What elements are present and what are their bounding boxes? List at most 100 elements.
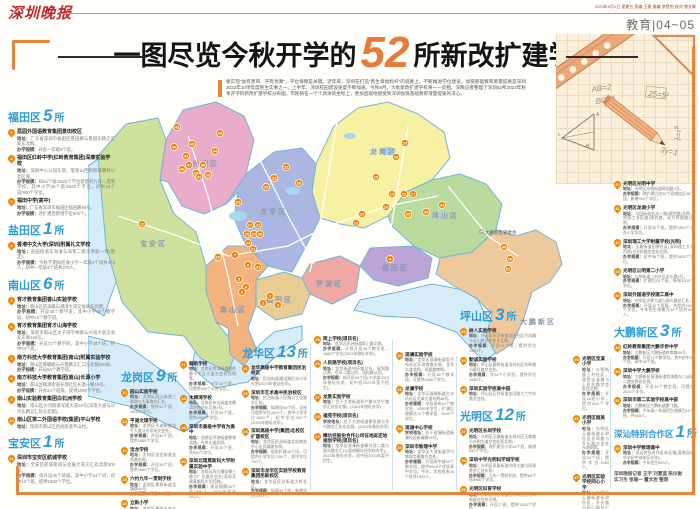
school-name: 宝龙学校 (130, 447, 149, 453)
detail-label: 地址： (623, 373, 635, 379)
newspaper-logo: 深圳晚报 (8, 5, 73, 22)
masthead-rule (60, 13, 700, 14)
school-detail-line: 地址：龙华区大浪街道华兴路和华雅路交会处。 (405, 449, 455, 460)
school-entry: 17 翰新学校 地址：龙岗区南湾街道翰岭路与平吉大道交会处西侧等。 办学规模：小学18… (178, 359, 236, 392)
school-name: 光明区雨美小学 (582, 414, 605, 426)
svg-text:1: 1 (269, 294, 272, 299)
map-pin: 34 (438, 201, 446, 209)
shenzhen-map: 宝安区光明区龙华区龙岗区坪山区盐田区罗湖区福田区南山区大鹏新区大鹏新区管委会 1… (88, 101, 563, 433)
detail-label: 地址： (323, 341, 335, 347)
section-header-text: 福田区 (8, 112, 41, 124)
detail-label: 办学规模： (251, 404, 271, 410)
svg-text:33: 33 (236, 200, 241, 205)
svg-text:19: 19 (403, 141, 408, 146)
svg-text:29: 29 (264, 185, 269, 190)
district-shape-罗湖区 (301, 255, 361, 305)
school-entry: 23 深圳高级中学(集团)北校区扩建校区 地址：龙华区民治街道北站商务中心区民塘路东… (240, 427, 307, 464)
detail-label: 地址： (623, 210, 636, 216)
school-entry: 43 光明区公明第二小学 地址：公明街道上村社区东长路2号。 办学规模：扩建后24个班… (612, 266, 695, 289)
school-detail-line: 地址：民治街道建设路民治小学东侧(2023年借址办学)。 (251, 375, 308, 386)
map-pin: 3 (274, 301, 282, 309)
detail-label: 地址： (469, 391, 481, 397)
svg-text:21: 21 (251, 247, 256, 252)
school-entry: 24 深圳市龙华区实验学校教育集团民新校区 地址：龙华区民治街道大岭社区。 办学规模：… (240, 466, 307, 499)
map-pin: 15 (372, 173, 380, 181)
school-detail-line: 地址：南山区桃源街道长源社区长源一路16号。 (17, 382, 108, 388)
svg-text:34: 34 (440, 203, 445, 208)
detail-label: 办学规模： (469, 472, 489, 478)
section-header-坪山区: 坪山区 3 所 (460, 305, 536, 325)
list-column: 45 光明区宝溪小学 地址：公明街道上村社区，规划宝溪路与上村东路交会处西北侧。 办学… (571, 354, 609, 509)
map-pin: 1 (266, 292, 274, 300)
school-name: 育才教育集团香山实验学校 (17, 296, 78, 303)
section-header-text: 所 (297, 349, 308, 360)
school-name: 深圳市艺术高中民治校区 (251, 389, 302, 395)
svg-text:35: 35 (406, 212, 411, 217)
school-entry: 14 宝龙学校 地址：龙岗区宝龙街道宝荷路东侧。 办学规模：开设36个班，提供1680… (119, 445, 177, 473)
school-name: 深圳北理莫斯科大学附属实验中学 (189, 458, 235, 469)
school-name: 观澜实验学校 (405, 352, 433, 357)
credits-line: 实习生 张瑜一 董文岩 整理 (614, 476, 669, 482)
school-detail-line: 办学规模：开设10个班，共500个学位。 (189, 444, 237, 455)
road-line (257, 155, 315, 265)
school-detail-line: 地址：龙岗区宝龙街道宝荷路东侧。 (130, 452, 177, 463)
detail-label: 地址： (17, 329, 31, 335)
school-detail-line: 办学规模：开设30个班，提供1350个公办小学学位。 (623, 225, 695, 236)
detail-label: 学校地址： (405, 430, 426, 436)
school-entry: 22 深圳市艺术高中民治校区 地址：民治街道人民路与工业路交汇处。 办学规模：拟建设5… (240, 388, 307, 426)
school-detail-line: 办学规模：今年招生500人。 (623, 459, 673, 465)
school-entry: 20 深圳北理莫斯科大学附属实验中学 地址：龙岗区四方埔桂樟三路与广达路交会处(深圳… (178, 456, 236, 499)
detail-label: 办学规模： (17, 340, 40, 346)
sea-shape (353, 283, 503, 363)
numbered-pin-icon: 15 (119, 474, 130, 485)
section-header-text: 龙华区 (242, 348, 275, 360)
map-pin: 32 (270, 174, 278, 182)
svg-text:17: 17 (411, 192, 416, 197)
school-detail-line: 办学规模：拟建30个班，新增学位1350个。 (251, 488, 307, 499)
svg-text:x²=y: x²=y (672, 124, 684, 143)
numbered-pin-icon: 51 (612, 395, 623, 406)
svg-text:25: 25 (252, 232, 257, 237)
detail-label: 办学规模： (323, 346, 346, 352)
list-column: 17 翰新学校 地址：龙岗区南湾街道翰岭路与平吉大道交会处西侧等。 办学规模：小学18… (178, 359, 237, 503)
school-name: 勤诚实验学校 (469, 357, 497, 363)
svg-text:31: 31 (284, 165, 289, 170)
school-detail-line: 办学规模：开设18班小学，提供810个学位。 (582, 391, 609, 412)
detail-label: 办学规模： (323, 375, 343, 381)
school-entry: 29 樟坑径股份合作公司征地返还地规划学校(项目名) 地址：龙华区观澜街道樟坑径二路… (312, 431, 389, 464)
detail-label: 办学规模： (469, 443, 489, 449)
map-pin: 17 (409, 190, 417, 198)
svg-text:4: 4 (389, 257, 392, 262)
school-detail-line: 办学规模：扩建后24个班，新增1200个学位。 (623, 278, 695, 289)
school-name: 深圳中学光明科学城学校 (469, 457, 520, 463)
detail-label: 办学规模： (623, 254, 644, 260)
svg-text:28: 28 (245, 232, 250, 237)
numbered-pin-icon: 5 (6, 295, 17, 306)
pencil-icon (602, 94, 666, 146)
map-pin: 26 (256, 230, 264, 238)
school-detail-line: 地址：玉塘街道田寮社区(深圳理工大学西侧)与光侨路交会处北侧。 (623, 244, 695, 255)
numbered-pin-icon: 3 (6, 196, 17, 207)
school-detail-line: 地址：光明区光辉大道与观光路交汇处。 (623, 297, 694, 303)
school-detail-line: 办学规模：拟54个班/2520个学位新建的九年一贯制学校，其中小学36个班/16… (17, 179, 116, 195)
school-entry: 36 深圳实验学校高中园 地址：坪山区石井街道金田路与兰竹东路交会处。 (458, 384, 536, 402)
school-entry: 42 深圳理工大学附属学校(光明) 地址：玉塘街道田寮社区(深圳理工大学西侧)与光侨… (612, 237, 695, 265)
svg-text:12: 12 (402, 192, 407, 197)
numbered-pin-icon: 41 (612, 203, 623, 214)
map-pin: 33 (234, 198, 242, 206)
detail-label: 地址： (189, 400, 201, 406)
school-name: 深圳市龙华区实验学校教育集团民新校区 (251, 467, 307, 479)
svg-text:49: 49 (502, 245, 507, 250)
list-column: 龙华区 13 所 21 龙华高级中学教育集团民治校区 地址：民治街道建设路民治小学东侧(2… (240, 340, 308, 502)
school-name: 福苑学校(项目名) (323, 413, 359, 419)
school-detail-line: 学校地址：位于观澜街道新澜社区新澜路94号。 (405, 430, 455, 441)
detail-label: 办学规模： (405, 459, 426, 465)
school-detail-line: 学校地址：位于大浪街道建设路与华兴路交汇处东北侧。(2023年借址办学) (323, 418, 389, 429)
school-detail-line: 办学规模：开设72个教学班，其中初中36个班，高中36个班。 (623, 354, 695, 365)
school-detail-line: 地址：南山区麻磡路与卉景路交汇口东北侧200米。 (17, 361, 115, 367)
section-header-text: 光明区 (460, 411, 493, 424)
numbered-pin-icon: 10 (6, 415, 17, 426)
map-pin: 2 (259, 299, 267, 307)
school-name: 龙华高级中学教育集团民治校区 (251, 365, 307, 376)
map-pin: 47 (185, 161, 193, 169)
